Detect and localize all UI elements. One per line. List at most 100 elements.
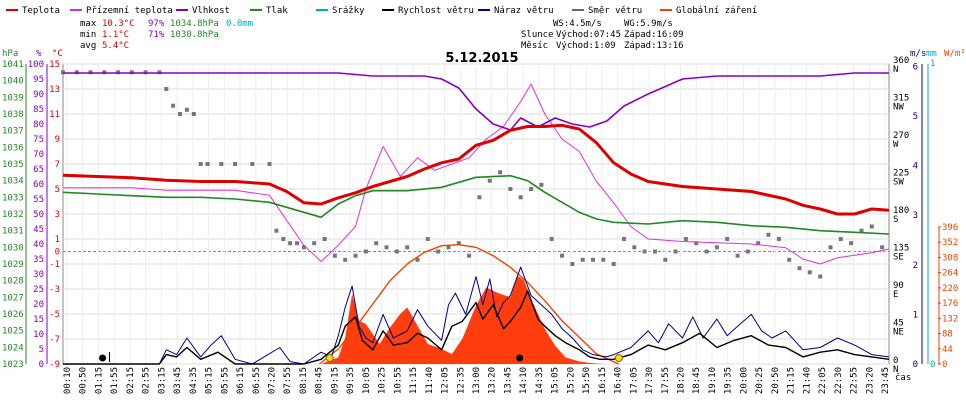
wind-dir-point-38 — [456, 241, 461, 246]
stats-max-press: 1034.8hPa — [170, 19, 219, 29]
wind-dir-point-57 — [653, 249, 657, 254]
pct-tick-20: 0 — [39, 360, 44, 370]
ms-tick-3: 3 — [913, 211, 918, 221]
hpa-tick-9: 1032 — [2, 210, 24, 220]
pct-tick-8: 60 — [33, 180, 44, 190]
wind-dir-point-29 — [363, 249, 368, 254]
x-tick-2: 01:15 — [94, 367, 104, 394]
x-tick-22: 11:15 — [409, 367, 419, 394]
x-tick-9: 05:15 — [205, 367, 215, 394]
series-lines — [61, 70, 890, 365]
dir-tick-5: 135 — [893, 244, 909, 254]
wind-dir-point-75 — [838, 237, 843, 241]
wind-dir-point-52 — [601, 257, 606, 262]
dir-tick-dir-4: S — [893, 215, 898, 225]
wind-dir-point-46 — [539, 182, 544, 187]
wind-dir-point-37 — [446, 245, 451, 250]
series-humidity — [63, 72, 889, 131]
pct-tick-2: 90 — [33, 90, 44, 100]
pct-tick-17: 15 — [33, 315, 44, 325]
wind-dir-point-74 — [828, 245, 833, 250]
stats-min-hum: 71% — [148, 30, 165, 40]
temp-tick-6: 3 — [55, 210, 60, 220]
wind-dir-point-14 — [205, 162, 210, 166]
hpa-tick-6: 1035 — [2, 160, 24, 170]
wind-dir-point-24 — [312, 241, 317, 246]
wind-dir-point-22 — [295, 241, 299, 246]
wind-dir-point-17 — [250, 162, 255, 166]
series-wind-gust — [63, 266, 890, 365]
stats-avg-temp: 5.4°C — [102, 41, 129, 51]
wind-dir-point-20 — [281, 237, 286, 241]
x-tick-41: 19:10 — [708, 367, 718, 394]
ms-tick-1: 5 — [913, 112, 918, 122]
pct-tick-11: 45 — [33, 225, 44, 235]
temp-tick-10: -5 — [49, 310, 60, 320]
rad-tick-6: 132 — [942, 314, 958, 324]
x-tick-44: 20:25 — [755, 367, 765, 394]
x-tick-15: 08:15 — [299, 367, 309, 394]
wind-dir-point-58 — [663, 257, 668, 262]
series-pressure — [62, 174, 890, 235]
wind-dir-point-67 — [756, 241, 761, 246]
info-moon-label: Měsíc — [521, 41, 548, 51]
info-sunset: Západ:16:09 — [624, 30, 684, 40]
pct-tick-1: 95 — [33, 75, 44, 85]
wind-dir-point-32 — [394, 249, 399, 254]
x-tick-49: 22:30 — [834, 367, 844, 394]
stats-avg-label: avg — [80, 41, 96, 51]
axis-title-mm: mm — [926, 49, 937, 59]
wind-dir-point-31 — [384, 245, 389, 250]
rad-tick-5: 176 — [942, 299, 958, 309]
legend: Teplota Přízemní teplota Vlhkost Tlak Srážky… — [6, 6, 757, 16]
x-tick-43: 20:00 — [739, 367, 749, 394]
wind-dir-point-54 — [622, 237, 626, 241]
wind-dir-point-60 — [683, 237, 688, 241]
x-tick-38: 17:55 — [661, 367, 671, 394]
series-wind-speed — [63, 290, 890, 365]
wind-dir-point-30 — [374, 241, 379, 246]
wind-dir-point-72 — [807, 270, 812, 275]
pct-tick-16: 20 — [33, 300, 44, 310]
wind-dir-point-68 — [766, 232, 771, 237]
sunset-marker — [614, 354, 623, 362]
dir-tick-8: 0 — [893, 356, 898, 366]
x-tick-5: 02:55 — [142, 367, 152, 394]
x-tick-50: 22:55 — [850, 367, 860, 394]
hpa-tick-0: 1041 — [2, 60, 24, 70]
axis-title-time: čas — [895, 372, 911, 383]
dir-tick-4: 180 — [893, 206, 909, 216]
rad-tick-3: 264 — [942, 269, 958, 279]
dir-tick-dir-1: NW — [893, 103, 904, 113]
wind-dir-point-43 — [508, 187, 513, 191]
ms-tick-0: 6 — [913, 62, 918, 72]
hpa-tick-15: 1026 — [2, 310, 24, 320]
wind-dir-point-49 — [570, 262, 575, 266]
wind-dir-point-66 — [745, 249, 750, 254]
wind-dir-point-33 — [405, 245, 410, 250]
rad-tick-7: 88 — [942, 330, 953, 340]
x-tick-11: 06:15 — [236, 367, 246, 394]
wind-dir-point-62 — [704, 249, 709, 254]
temp-tick-7: 1 — [55, 235, 60, 245]
wind-dir-point-18 — [267, 162, 272, 166]
stats-max-label: max — [80, 19, 97, 29]
pct-tick-19: 5 — [39, 345, 44, 355]
hpa-tick-11: 1030 — [2, 243, 24, 253]
x-tick-10: 05:55 — [220, 367, 230, 394]
wind-dir-point-21 — [288, 241, 293, 246]
x-tick-19: 10:05 — [362, 367, 372, 394]
pct-tick-13: 35 — [33, 255, 44, 265]
wind-dir-point-59 — [673, 249, 678, 254]
stats-max-temp: 10.3°C — [102, 19, 135, 29]
x-tick-46: 21:15 — [787, 367, 797, 394]
axis-title-hpa: hPa — [2, 49, 18, 59]
sun-moon-markers — [99, 352, 623, 362]
x-tick-16: 08:45 — [315, 367, 325, 394]
x-tick-29: 14:10 — [519, 367, 529, 394]
hpa-tick-17: 1024 — [2, 343, 24, 353]
ms-tick-4: 2 — [913, 261, 918, 271]
ms-tick-2: 4 — [913, 162, 918, 172]
